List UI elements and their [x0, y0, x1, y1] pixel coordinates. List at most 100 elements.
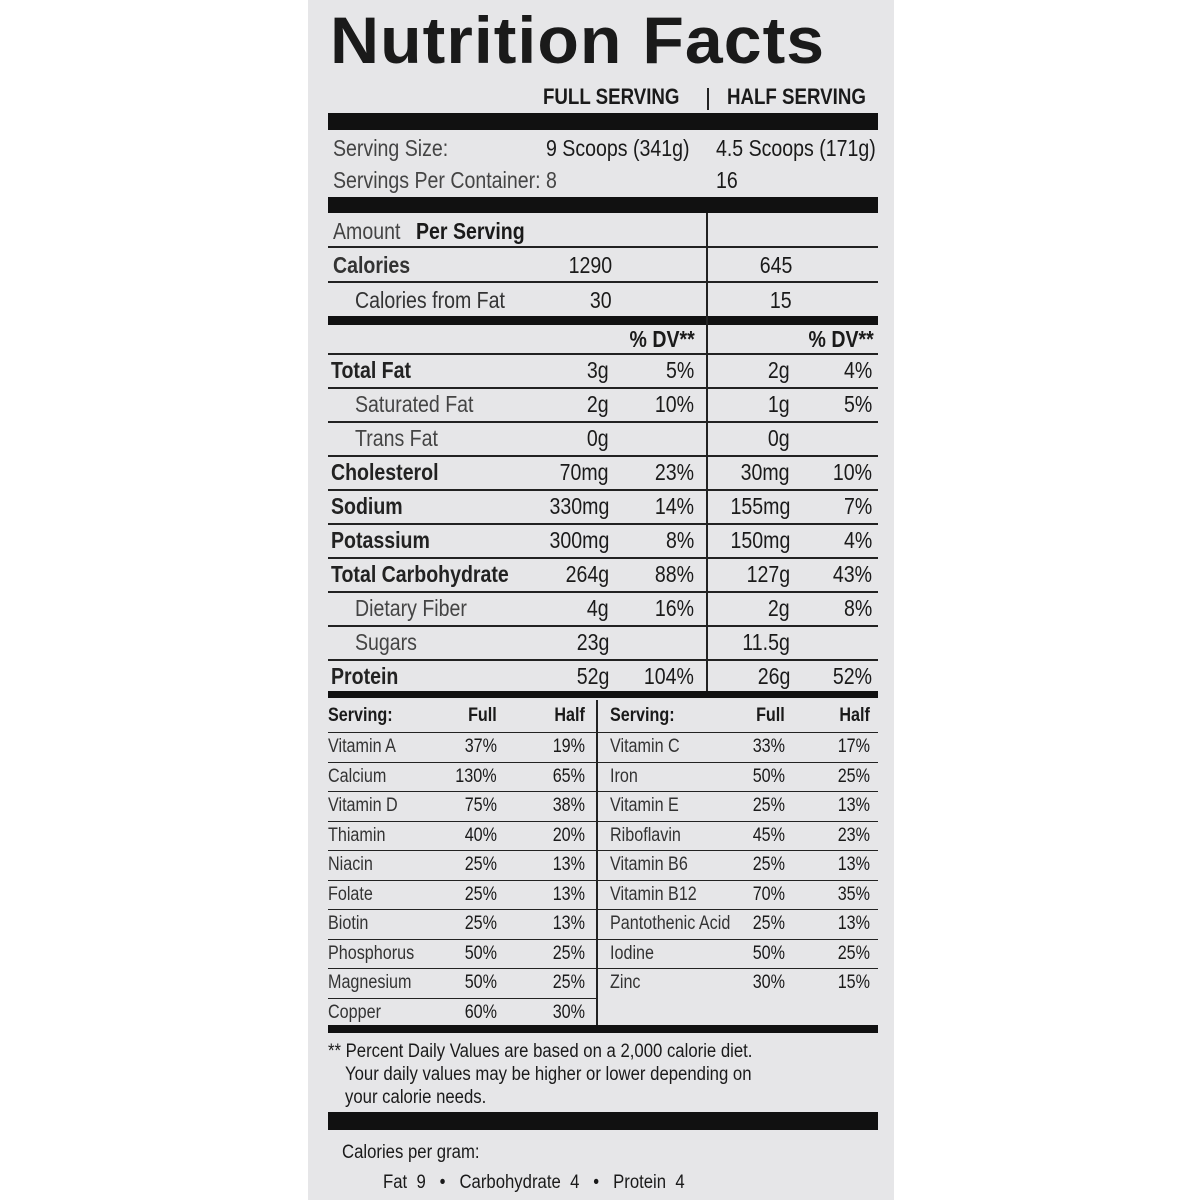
vitamin-name: Iron: [610, 765, 638, 787]
amount-label: Amount: [333, 218, 401, 244]
vitamin-name: Pantothenic Acid: [610, 913, 731, 934]
nutrient-amount-half: 11.5g: [742, 629, 790, 655]
dv-label-full: % DV**: [629, 326, 695, 352]
calories-from-fat-label: Calories from Fat: [355, 287, 505, 313]
nutrient-amount-full: 4g: [587, 595, 609, 621]
nutrient-amount-half: 26g: [757, 663, 790, 689]
nutrient-dv-half: 7%: [843, 493, 872, 519]
nutrient-name: Cholesterol: [331, 459, 439, 485]
vitamin-full: 60%: [464, 1001, 497, 1023]
vitamin-half: 13%: [837, 913, 870, 934]
nutrient-name: Total Carbohydrate: [331, 561, 509, 587]
nutrient-amount-full: 52g: [576, 663, 609, 689]
vitamin-full: 70%: [752, 883, 785, 905]
vitamin-name: Vitamin C: [610, 736, 680, 757]
calories-half: 645: [759, 252, 792, 278]
dv-label-half: % DV**: [808, 326, 874, 352]
nutrient-amount-half: 2g: [768, 357, 790, 383]
vitamin-half: 65%: [552, 765, 585, 787]
rule: [328, 489, 878, 491]
nutrient-dv-full: 5%: [665, 357, 694, 383]
nutrient-dv-full: 16%: [654, 595, 694, 621]
rule: [328, 557, 878, 559]
medium-rule: [328, 1025, 878, 1033]
nutrient-amount-full: 3g: [587, 357, 609, 383]
nutrient-name: Potassium: [331, 527, 430, 553]
nutrient-amount-half: 2g: [768, 595, 790, 621]
vitamin-full: 25%: [752, 913, 785, 934]
rule: [328, 791, 596, 792]
nutrient-name: Sugars: [355, 629, 417, 655]
nutrient-name: Total Fat: [331, 357, 412, 383]
nutrient-name: Protein: [331, 663, 399, 689]
calories-label: Calories: [333, 252, 411, 278]
vitamin-half: 13%: [837, 854, 870, 875]
rule: [598, 938, 878, 940]
calories-from-fat-half: 15: [770, 287, 792, 313]
nutrient-amount-full: 264g: [565, 561, 609, 587]
nutrient-dv-full: 23%: [654, 459, 694, 485]
nutrient-dv-half: 5%: [843, 391, 872, 417]
vitamin-full: 33%: [752, 736, 785, 757]
calories-from-fat-full: 30: [590, 287, 612, 313]
vitamin-half: 13%: [552, 883, 585, 905]
vitamin-full: 25%: [464, 913, 497, 934]
vitamin-half: 23%: [837, 824, 870, 846]
vitamin-half: 30%: [552, 1001, 585, 1023]
half-serving-header: HALF SERVING: [727, 84, 866, 109]
rule: [328, 421, 878, 423]
vitamin-half: 17%: [837, 736, 870, 757]
vitamin-full: 25%: [752, 854, 785, 875]
rule: [328, 455, 878, 457]
vitamin-half: 25%: [552, 972, 585, 993]
rule: [328, 938, 596, 940]
vitamin-half: 25%: [552, 942, 585, 964]
per-serving-label: Per Serving: [416, 218, 525, 244]
full-serving-header: FULL SERVING: [543, 84, 680, 109]
nutrient-amount-full: 330mg: [549, 493, 609, 519]
label-title: Nutrition Facts: [330, 3, 826, 77]
rule: [598, 732, 878, 733]
rule: [328, 732, 596, 733]
vitamin-header-serving: Serving:: [328, 705, 393, 726]
vitamin-full: 50%: [752, 942, 785, 964]
vitamin-half: 13%: [552, 854, 585, 875]
vitamin-name: Thiamin: [328, 824, 386, 846]
rule: [328, 850, 596, 851]
rule: [598, 909, 878, 910]
rule: [598, 879, 878, 881]
rule: [328, 523, 878, 525]
nutrient-name: Sodium: [331, 493, 403, 519]
vitamin-half: 35%: [837, 883, 870, 905]
rule: [598, 791, 878, 792]
vitamin-name: Calcium: [328, 765, 387, 787]
nutrient-dv-half: 52%: [832, 663, 872, 689]
nutrient-amount-half: 1g: [768, 391, 790, 417]
nutrient-amount-half: 150mg: [730, 527, 790, 553]
vitamin-header-serving: Serving:: [610, 705, 675, 726]
rule: [328, 659, 878, 661]
footnote-line-3: your calorie needs.: [345, 1087, 487, 1108]
nutrient-dv-half: 43%: [832, 561, 872, 587]
vitamin-half: 20%: [552, 824, 585, 846]
nutrient-amount-half: 127g: [746, 561, 790, 587]
nutrient-amount-half: 155mg: [730, 493, 790, 519]
rule: [328, 761, 596, 763]
nutrient-dv-full: 88%: [654, 561, 694, 587]
nutrient-amount-full: 2g: [587, 391, 609, 417]
footnote-line-1: ** Percent Daily Values are based on a 2…: [328, 1041, 753, 1062]
calories-per-gram-values: Fat 9 • Carbohydrate 4 • Protein 4: [383, 1172, 685, 1193]
calories-per-gram-label: Calories per gram:: [342, 1142, 480, 1163]
vitamin-name: Zinc: [610, 972, 641, 993]
vitamin-half: 19%: [552, 736, 585, 757]
nutrient-amount-full: 0g: [587, 425, 609, 451]
vitamin-header-half: Half: [554, 705, 585, 726]
nutrient-dv-full: 8%: [665, 527, 694, 553]
medium-rule: [328, 316, 878, 325]
vitamin-half: 13%: [552, 913, 585, 934]
nutrient-dv-full: 10%: [654, 391, 694, 417]
rule: [598, 850, 878, 851]
nutrient-dv-full: 104%: [643, 663, 694, 689]
rule: [328, 997, 596, 999]
vitamin-full: 50%: [752, 765, 785, 787]
